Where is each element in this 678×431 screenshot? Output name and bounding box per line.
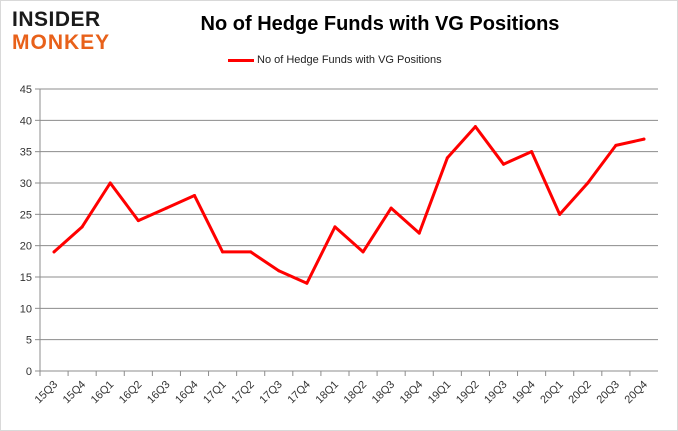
data-point [52, 250, 56, 254]
data-point [249, 250, 253, 254]
legend-swatch [228, 58, 254, 62]
y-tick-label: 25 [20, 209, 32, 221]
data-point [305, 281, 309, 285]
y-tick-label: 35 [20, 147, 32, 159]
x-tick-label: 18Q3 [370, 379, 398, 407]
data-point [108, 181, 112, 185]
data-point [586, 181, 590, 185]
x-tick-label: 16Q2 [117, 379, 145, 407]
y-tick-label: 0 [26, 366, 32, 378]
y-tick-label: 10 [20, 303, 32, 315]
series-line [52, 125, 646, 285]
legend-label: No of Hedge Funds with VG Positions [257, 54, 442, 66]
x-tick-label: 17Q3 [257, 379, 285, 407]
y-tick-label: 5 [26, 335, 32, 347]
x-tick-label: 16Q4 [173, 379, 201, 407]
x-tick-label: 18Q1 [314, 379, 342, 407]
x-tick-label: 18Q2 [342, 379, 370, 407]
x-tick-label: 19Q3 [482, 379, 510, 407]
data-point [389, 206, 393, 210]
data-point [530, 150, 534, 154]
data-point [558, 212, 562, 216]
chart-legend: No of Hedge Funds with VG Positions [228, 52, 442, 68]
data-point [473, 125, 477, 129]
x-tick-label: 20Q2 [566, 379, 594, 407]
svg-text:INSIDER: INSIDER [12, 8, 101, 31]
data-point [136, 219, 140, 223]
data-point [164, 206, 168, 210]
svg-text:MONKEY: MONKEY [12, 31, 110, 54]
data-point [80, 225, 84, 229]
x-tick-label: 15Q3 [33, 379, 61, 407]
insider-monkey-logo: INSIDER MONKEY [10, 6, 128, 56]
x-tick-label: 19Q2 [454, 379, 482, 407]
data-point [614, 143, 618, 147]
y-tick-label: 40 [20, 115, 32, 127]
data-point [417, 231, 421, 235]
x-tick-label: 19Q4 [510, 379, 538, 407]
chart-title: No of Hedge Funds with VG Positions [200, 13, 560, 35]
y-tick-label: 45 [20, 84, 32, 96]
data-point [642, 137, 646, 141]
x-tick-label: 20Q1 [538, 379, 566, 407]
x-tick-label: 18Q4 [398, 379, 426, 407]
x-tick-label: 15Q4 [61, 379, 89, 407]
x-tick-label: 17Q4 [285, 379, 313, 407]
data-point [333, 225, 337, 229]
data-point [221, 250, 225, 254]
x-tick-label: 17Q2 [229, 379, 257, 407]
y-tick-label: 15 [20, 272, 32, 284]
x-tick-label: 17Q1 [201, 379, 229, 407]
data-point [277, 269, 281, 273]
x-tick-label: 16Q1 [89, 379, 117, 407]
data-point [502, 162, 505, 166]
x-tick-label: 20Q4 [623, 379, 651, 407]
data-point [445, 156, 449, 160]
data-point [193, 194, 196, 198]
y-tick-label: 30 [20, 178, 32, 190]
data-point [361, 250, 365, 254]
x-tick-label: 19Q1 [426, 379, 454, 407]
y-tick-label: 20 [20, 241, 32, 253]
x-tick-label: 16Q3 [145, 379, 173, 407]
x-tick-label: 20Q3 [594, 379, 622, 407]
